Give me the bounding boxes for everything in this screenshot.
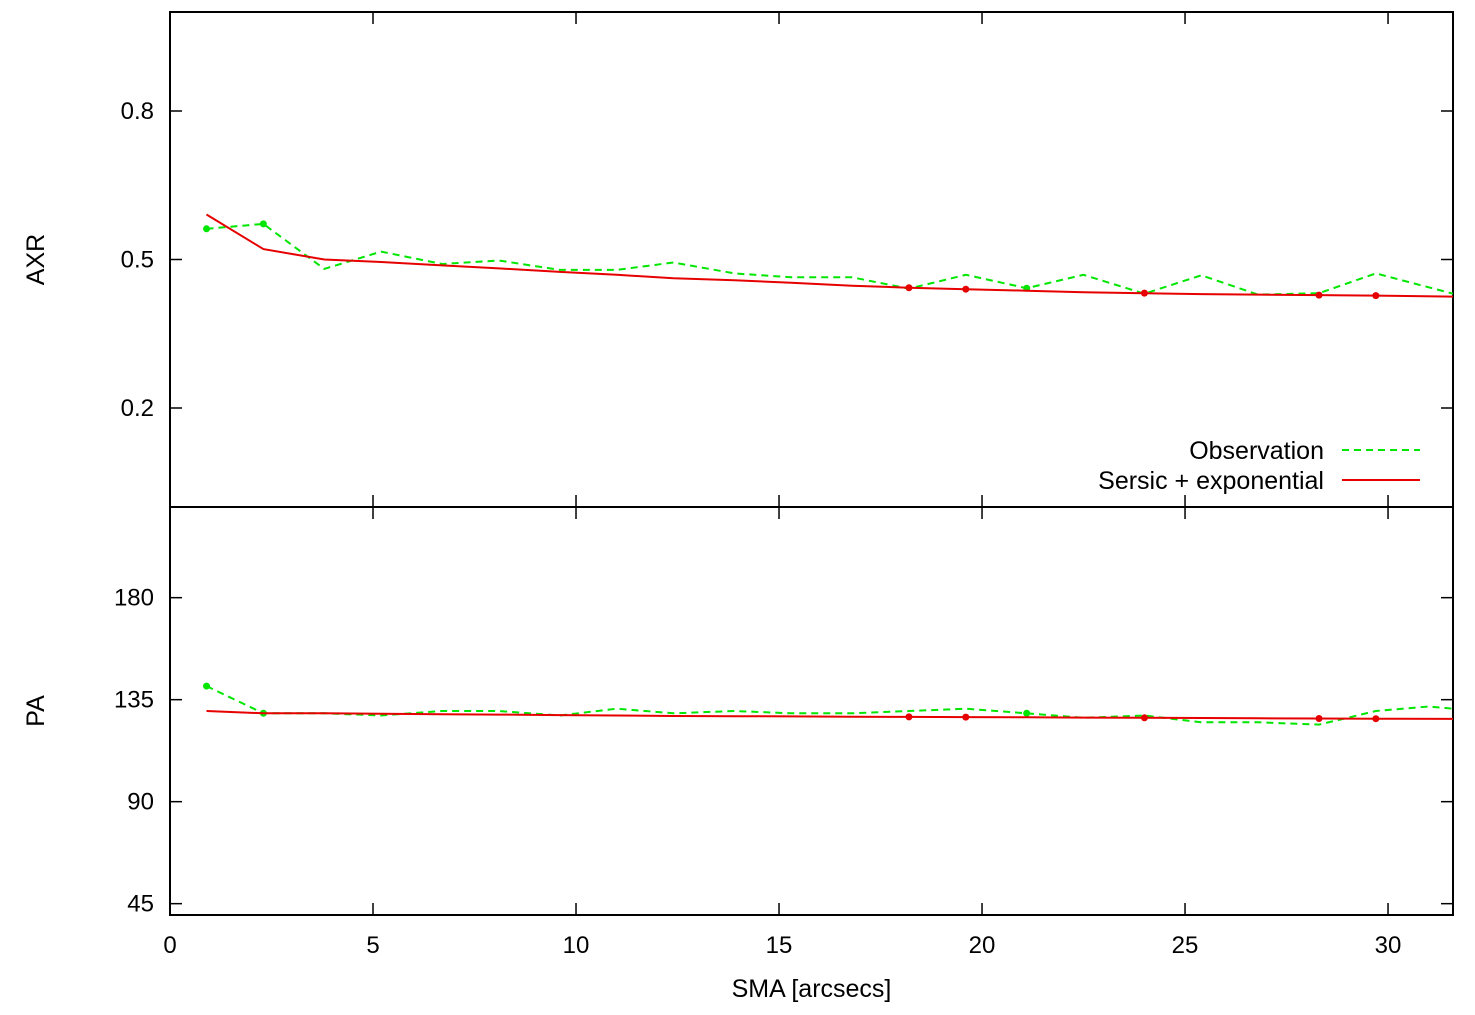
panel-2-xtick-label: 5	[366, 932, 379, 959]
panel-2-series-model-point	[1315, 714, 1323, 722]
panel-2-xtick-label: 15	[766, 932, 793, 959]
panel-2-xtick-label: 0	[163, 932, 176, 959]
panel-1-frame	[169, 11, 1454, 508]
panel-2-series-model-point	[1372, 715, 1380, 723]
panel-1-series-model-point	[905, 284, 913, 292]
panel-2-ytick-label: 90	[127, 789, 154, 816]
x-axis-label: SMA [arcsecs]	[732, 975, 892, 1003]
panel-2-series-observation-point	[1023, 709, 1031, 717]
panel-1-series-model-point	[1140, 289, 1148, 297]
panel-1-series-observation-point	[259, 220, 267, 228]
panel-2-xtick-label: 20	[969, 932, 996, 959]
panel-2-ytick-label: 180	[114, 585, 154, 612]
panel-1-series-model-point	[1372, 292, 1380, 300]
panel-2-series-model-point	[1140, 714, 1148, 722]
panel-2-series-model-point	[905, 713, 913, 721]
panel-1-series-observation-point	[203, 225, 211, 233]
panel-1-ytick-label: 0.5	[121, 247, 154, 274]
legend-label-2: Sersic + exponential	[1098, 467, 1324, 495]
panel-1-ytick-label: 0.8	[121, 98, 154, 125]
panel-2-xtick-label: 25	[1172, 932, 1199, 959]
panel-1-series-observation-line	[206, 222, 1453, 296]
panel-2-ylabel: PA	[22, 695, 50, 727]
panel-1-series-model-point	[962, 285, 970, 293]
legend-label-1: Observation	[1189, 437, 1324, 465]
panel-2-frame	[169, 506, 1454, 916]
panel-2-series-observation-point	[203, 682, 211, 690]
panel-2-series-model-line	[206, 710, 1453, 720]
panel-1-ylabel: AXR	[22, 234, 50, 285]
panel-2-xtick-label: 10	[563, 932, 590, 959]
panel-2-series-model-point	[962, 713, 970, 721]
panel-2-xtick-label: 30	[1375, 932, 1402, 959]
panel-2-ytick-label: 45	[127, 891, 154, 918]
panel-2-ytick-label: 135	[114, 687, 154, 714]
panel-1-series-model-line	[205, 213, 1453, 298]
panel-2-series-observation-line	[206, 685, 1453, 726]
panel-1-series-model-point	[1315, 291, 1323, 299]
panel-1-ytick-label: 0.2	[121, 395, 154, 422]
